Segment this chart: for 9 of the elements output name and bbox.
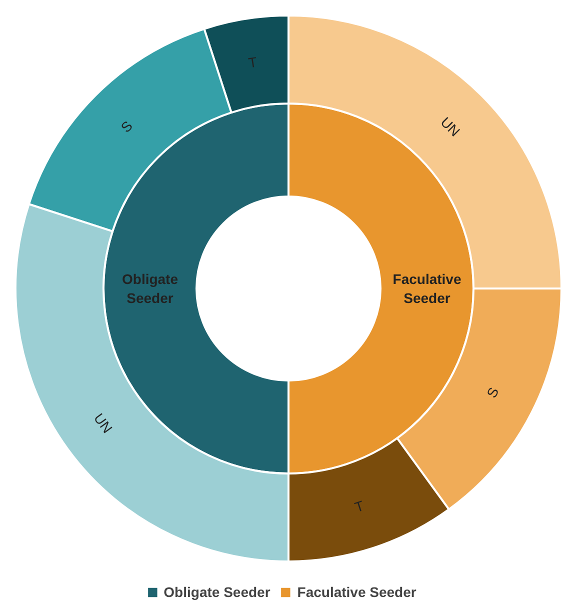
data-label: T: [352, 497, 366, 516]
slice-label: Faculative Seeder: [392, 270, 462, 306]
legend-label: Obligate Seeder: [164, 584, 270, 600]
data-label: UN: [438, 114, 464, 140]
data-label: UN: [90, 410, 116, 436]
data-label: S: [483, 384, 502, 400]
legend-label: Faculative Seeder: [297, 584, 416, 600]
slice-label: Obligate Seeder: [122, 270, 178, 306]
data-label: S: [118, 118, 136, 136]
